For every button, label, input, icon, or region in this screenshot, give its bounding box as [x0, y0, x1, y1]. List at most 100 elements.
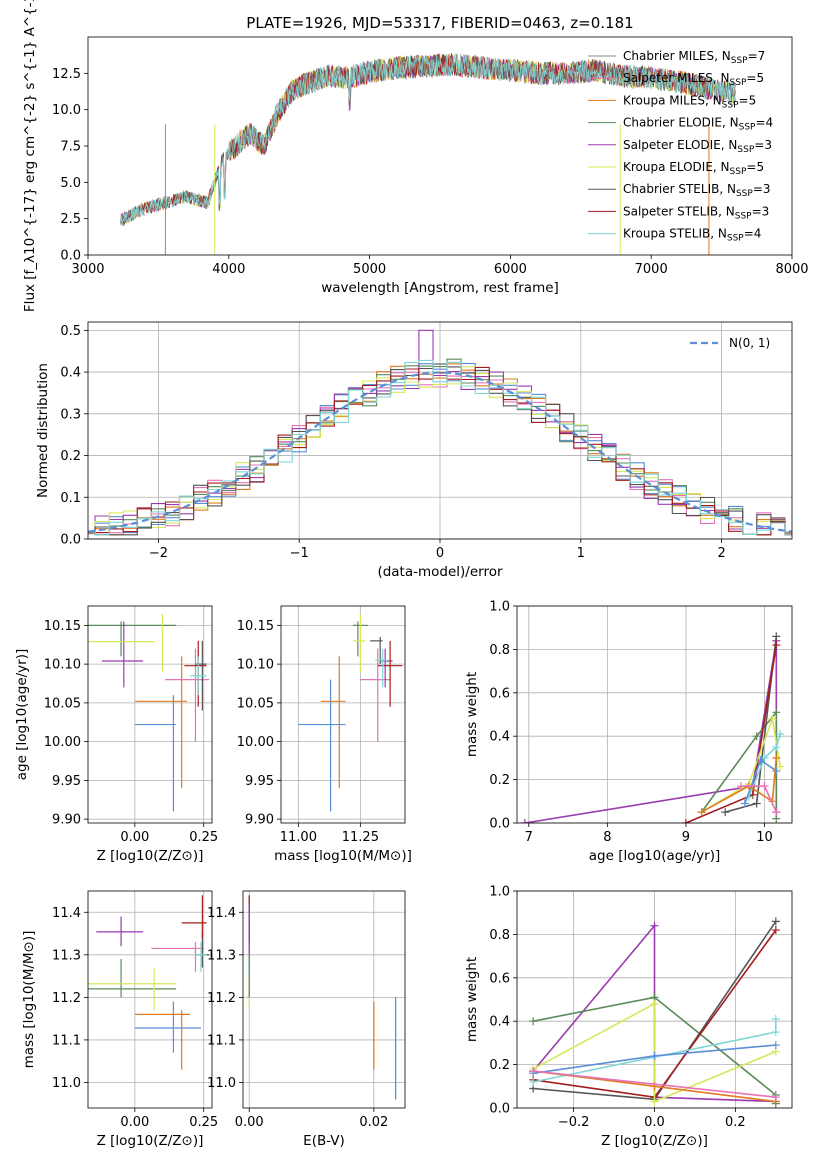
grid — [281, 606, 405, 823]
weight-marker — [752, 732, 761, 741]
y-tick-label: 0.6 — [489, 686, 510, 701]
axes-frame — [87, 890, 213, 1109]
weight-marker — [681, 819, 690, 823]
y-tick-label: 0.0 — [489, 817, 510, 832]
plot-area — [120, 53, 736, 255]
y-axis-label: mass weight — [464, 957, 480, 1042]
plot-area — [248, 895, 397, 1100]
y-tick-label: 0.0 — [60, 249, 81, 264]
weight-marker — [772, 766, 781, 775]
y-tick-label: 0.2 — [489, 773, 510, 788]
x-axis-label: E(B-V) — [303, 1133, 345, 1149]
y-tick-label: 0.0 — [489, 1102, 510, 1117]
weight-marker — [772, 808, 781, 817]
plot-area — [298, 613, 403, 812]
legend-entry: Chabrier MILES, NSSP=7 — [623, 49, 765, 66]
y-tick-label: 9.95 — [245, 774, 274, 789]
y-tick-label: 0.0 — [60, 533, 81, 548]
axes-frame — [87, 605, 213, 824]
x-tick-label: 6000 — [494, 262, 527, 277]
y-tick-label: 10.05 — [237, 696, 274, 711]
weight-marker — [760, 782, 769, 791]
x-tick-label: 4000 — [212, 262, 245, 277]
x-tick-label: 0.0 — [644, 1115, 665, 1130]
y-tick-label: 0.8 — [489, 928, 510, 943]
x-axis-label: Z [log10(Z/Z⊙)] — [97, 848, 204, 864]
x-tick-label: 0.25 — [189, 830, 218, 845]
weight-marker — [529, 1077, 538, 1086]
grid — [88, 891, 212, 1108]
axes-frame — [242, 890, 406, 1109]
legend-entry: Kroupa STELIB, NSSP=4 — [623, 227, 761, 244]
weight-marker — [776, 730, 785, 739]
y-tick-label: 10.15 — [237, 619, 274, 634]
y-tick-label: 0.1 — [60, 491, 81, 506]
y-axis-label: age [log10(age/yr)] — [14, 649, 30, 781]
y-tick-label: 10.05 — [44, 696, 81, 711]
y-axis-label: mass [log10(M/M⊙)] — [21, 931, 37, 1069]
x-tick-label: 0 — [436, 546, 444, 561]
x-tick-label: 8 — [603, 830, 611, 845]
y-tick-label: 0.6 — [489, 971, 510, 986]
weight-line — [701, 715, 781, 813]
panel-2: 0.00 0.25 9.90 9.95 10.00 10.05 10.10 10.15 Z [l… — [14, 605, 218, 864]
y-tick-label: 9.90 — [245, 813, 274, 828]
weight-marker — [520, 819, 529, 823]
y-axis-label: Flux [f_λ10^{-17} erg cm^{-2} s^{-1} A^{… — [22, 0, 38, 312]
weight-line — [524, 640, 778, 823]
x-tick-label: 5000 — [353, 262, 386, 277]
panel-6: 0.00 0.02 11.0 11.1 11.2 11.3 11.4 E(B-V) — [207, 890, 406, 1149]
x-axis-label: Z [log10(Z/Z⊙)] — [97, 1133, 204, 1149]
panel-4: 7 8 9 10 0.0 0.2 0.4 0.6 0.8 1.0 age [log10(age/yr… — [464, 600, 793, 864]
histogram-series — [88, 358, 792, 536]
y-tick-label: 9.95 — [52, 774, 81, 789]
weight-marker — [771, 1041, 780, 1050]
weight-marker — [771, 926, 780, 935]
x-axis-label: wavelength [Angstrom, rest frame] — [321, 280, 559, 296]
legend-entry: Salpeter ELODIE, NSSP=3 — [623, 138, 772, 155]
legend-entry: Chabrier ELODIE, NSSP=4 — [623, 116, 773, 133]
legend-entry: N(0, 1) — [729, 336, 770, 350]
legend-entry: Chabrier STELIB, NSSP=3 — [623, 182, 771, 199]
x-tick-label: −0.2 — [558, 1115, 590, 1130]
weight-marker — [650, 999, 659, 1008]
y-tick-label: 11.1 — [52, 1033, 81, 1048]
y-axis-label: mass weight — [464, 672, 480, 757]
y-tick-label: 10.10 — [44, 658, 81, 673]
legend-entry: Kroupa MILES, NSSP=5 — [623, 93, 756, 110]
x-tick-label: 0.00 — [120, 1115, 149, 1130]
weight-marker — [721, 808, 730, 817]
axes-frame — [516, 605, 793, 824]
y-tick-label: 11.2 — [207, 991, 236, 1006]
plot-area — [88, 895, 210, 1070]
weight-marker — [772, 743, 781, 752]
histogram-series — [88, 371, 792, 536]
x-tick-label: 11.25 — [342, 830, 379, 845]
histogram-series — [88, 359, 792, 536]
weight-marker — [772, 641, 781, 650]
weight-marker — [771, 1015, 780, 1024]
legend-entry: Salpeter STELIB, NSSP=3 — [623, 204, 769, 221]
x-tick-label: 10 — [756, 830, 773, 845]
y-tick-label: 11.3 — [207, 948, 236, 963]
x-tick-label: −2 — [149, 546, 168, 561]
weight-marker — [740, 799, 749, 808]
weight-marker — [650, 1097, 659, 1106]
x-tick-label: 0.02 — [359, 1115, 388, 1130]
weight-marker — [752, 799, 761, 808]
x-tick-label: −1 — [290, 546, 309, 561]
weight-marker — [529, 1067, 538, 1076]
x-tick-label: 9 — [682, 830, 690, 845]
y-tick-label: 10.00 — [44, 735, 81, 750]
histogram-series — [88, 363, 792, 536]
y-tick-label: 0.5 — [60, 324, 81, 339]
y-tick-label: 11.3 — [52, 948, 81, 963]
weight-line — [701, 757, 778, 813]
weight-marker — [650, 921, 659, 930]
weight-marker — [768, 714, 777, 723]
weight-line — [748, 733, 781, 798]
y-tick-label: 11.2 — [52, 991, 81, 1006]
y-tick-label: 0.4 — [489, 1015, 510, 1030]
grid — [88, 606, 212, 823]
panel-7: −0.2 0.0 0.2 0.0 0.2 0.4 0.6 0.8 1.0 Z [log10(Z/Z… — [464, 885, 793, 1149]
